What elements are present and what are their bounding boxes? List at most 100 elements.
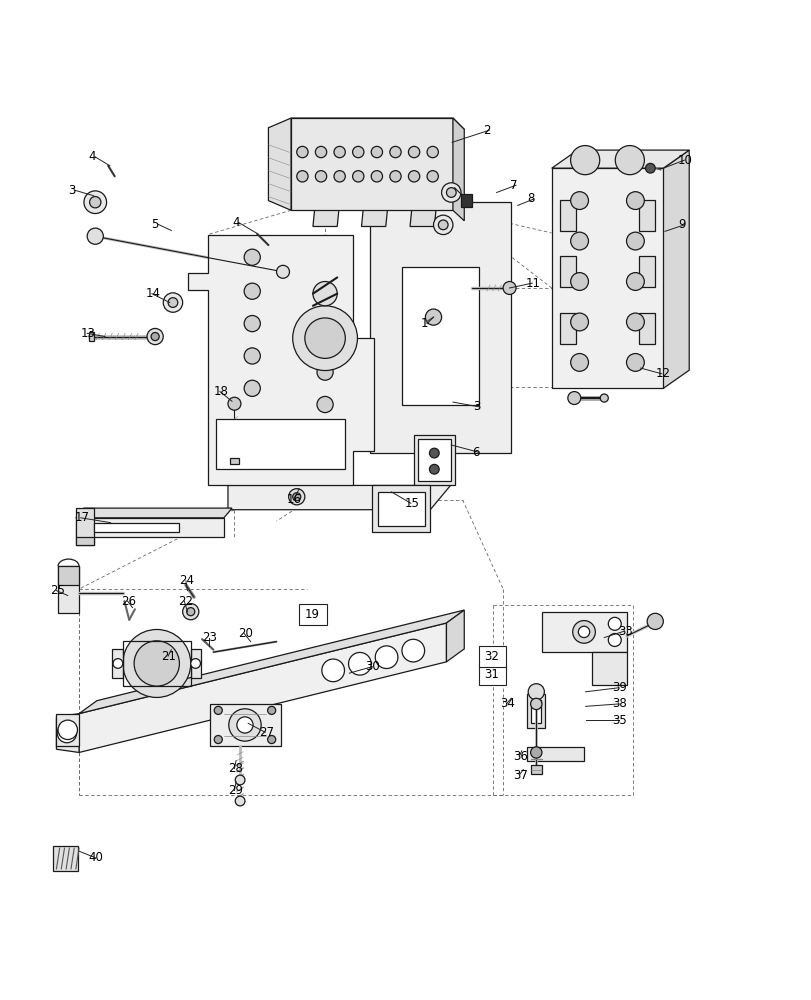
Text: 6: 6	[472, 446, 479, 459]
Circle shape	[89, 197, 101, 208]
Text: 25: 25	[50, 584, 65, 597]
Circle shape	[315, 146, 326, 158]
Polygon shape	[377, 492, 424, 526]
Text: 38: 38	[611, 697, 626, 710]
Circle shape	[626, 232, 643, 250]
Polygon shape	[75, 537, 94, 545]
Circle shape	[425, 309, 441, 325]
Text: 36: 36	[513, 750, 527, 763]
Circle shape	[626, 313, 643, 331]
Circle shape	[570, 354, 588, 371]
Circle shape	[567, 392, 580, 405]
Circle shape	[333, 171, 345, 182]
Text: 17: 17	[74, 511, 89, 524]
Polygon shape	[638, 313, 654, 344]
Polygon shape	[446, 610, 464, 662]
Text: 22: 22	[178, 595, 192, 608]
Circle shape	[352, 171, 363, 182]
Circle shape	[321, 659, 344, 682]
Text: 7: 7	[509, 179, 517, 192]
Polygon shape	[56, 714, 79, 746]
Circle shape	[292, 493, 300, 501]
Polygon shape	[551, 150, 689, 168]
Polygon shape	[638, 256, 654, 287]
Text: 29: 29	[228, 784, 242, 797]
Polygon shape	[559, 256, 575, 287]
Polygon shape	[58, 566, 79, 585]
Text: 21: 21	[161, 650, 177, 663]
Polygon shape	[75, 518, 224, 537]
Circle shape	[57, 723, 76, 743]
Polygon shape	[663, 150, 689, 388]
Circle shape	[615, 146, 644, 175]
Circle shape	[433, 215, 453, 235]
Circle shape	[570, 192, 588, 209]
Polygon shape	[418, 439, 450, 481]
Polygon shape	[88, 332, 93, 341]
Text: 16: 16	[287, 493, 302, 506]
Text: 1: 1	[420, 317, 427, 330]
Text: 4: 4	[232, 216, 239, 229]
Circle shape	[288, 489, 304, 505]
Circle shape	[441, 183, 461, 202]
Text: 2: 2	[483, 124, 490, 137]
Circle shape	[572, 621, 594, 643]
Circle shape	[87, 228, 103, 244]
Text: 26: 26	[121, 595, 136, 608]
Polygon shape	[75, 508, 232, 518]
Text: 34: 34	[500, 697, 514, 710]
Polygon shape	[228, 485, 450, 510]
Text: 15: 15	[404, 497, 418, 510]
Circle shape	[134, 641, 179, 686]
Circle shape	[570, 232, 588, 250]
Circle shape	[427, 146, 438, 158]
Circle shape	[235, 775, 245, 785]
FancyBboxPatch shape	[478, 664, 506, 685]
Polygon shape	[94, 523, 179, 532]
Circle shape	[296, 146, 307, 158]
Circle shape	[375, 646, 397, 669]
Circle shape	[316, 396, 333, 413]
Circle shape	[237, 717, 253, 733]
Text: 18: 18	[213, 385, 228, 398]
Circle shape	[151, 332, 159, 341]
Circle shape	[429, 464, 439, 474]
Circle shape	[401, 639, 424, 662]
Polygon shape	[526, 694, 544, 728]
Circle shape	[316, 364, 333, 380]
Circle shape	[244, 283, 260, 299]
Polygon shape	[401, 267, 478, 405]
Text: 14: 14	[145, 287, 161, 300]
Text: 12: 12	[654, 367, 669, 380]
Circle shape	[58, 720, 77, 740]
Polygon shape	[75, 508, 94, 545]
Circle shape	[122, 629, 191, 697]
Circle shape	[244, 348, 260, 364]
Text: 24: 24	[179, 574, 194, 587]
Text: 27: 27	[259, 726, 273, 739]
Polygon shape	[559, 313, 575, 344]
Circle shape	[113, 659, 122, 668]
Circle shape	[530, 747, 541, 758]
Text: 40: 40	[88, 851, 104, 864]
Circle shape	[429, 448, 439, 458]
Circle shape	[645, 163, 654, 173]
Polygon shape	[361, 210, 387, 226]
Text: 4: 4	[88, 150, 97, 163]
Circle shape	[187, 608, 195, 616]
Text: 19: 19	[304, 608, 320, 621]
Circle shape	[191, 659, 200, 668]
Polygon shape	[79, 623, 446, 752]
Polygon shape	[369, 202, 511, 453]
Polygon shape	[638, 200, 654, 231]
Circle shape	[268, 735, 276, 744]
Text: 30: 30	[365, 660, 380, 673]
Text: 10: 10	[677, 154, 692, 167]
Circle shape	[292, 306, 357, 371]
Polygon shape	[371, 485, 430, 532]
Text: 28: 28	[228, 762, 242, 775]
Text: 13: 13	[80, 327, 96, 340]
Circle shape	[268, 706, 276, 714]
Circle shape	[570, 273, 588, 290]
Circle shape	[182, 604, 199, 620]
